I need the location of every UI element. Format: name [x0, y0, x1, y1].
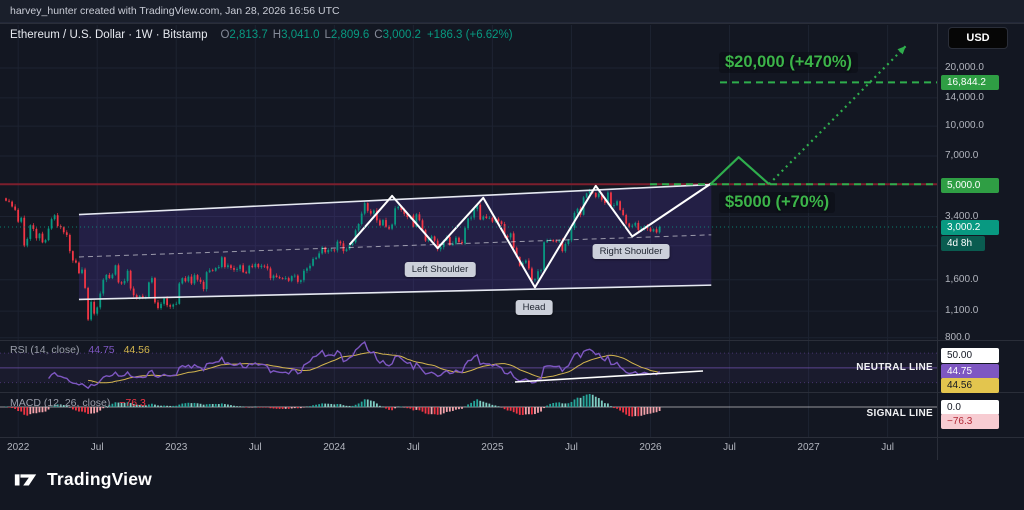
- open-label: O: [220, 29, 230, 41]
- low-label: L: [324, 29, 331, 41]
- tradingview-logo[interactable]: TradingView: [13, 466, 152, 492]
- currency-button[interactable]: USD: [948, 27, 1008, 49]
- rsi-value: 44.75: [88, 344, 115, 356]
- attribution-text: harvey_hunter created with TradingView.c…: [10, 5, 340, 17]
- time-axis-label: Jul: [90, 442, 104, 453]
- high-value: 3,041.0: [281, 29, 320, 41]
- price-axis-label: 14,000.0: [945, 91, 984, 103]
- price-badge-countdown: 4d 8h: [941, 236, 985, 251]
- price-badge-target-high: 16,844.2: [941, 75, 999, 90]
- macd-value: −76.3: [119, 397, 146, 409]
- time-axis-label: 2027: [797, 442, 820, 453]
- rsi-badge-ma: 44.56: [941, 378, 999, 393]
- price-axis-label: 1,100.0: [945, 305, 979, 317]
- price-axis-label: 10,000.0: [945, 120, 984, 132]
- close-label: C: [374, 29, 383, 41]
- time-axis-label: 2026: [639, 442, 662, 453]
- price-axis-label: 1,600.0: [945, 273, 979, 285]
- time-axis-label: Jul: [565, 442, 578, 453]
- time-axis-label: 2025: [481, 442, 504, 453]
- close-value: 3,000.2: [382, 29, 421, 41]
- price-axis-label: 7,000.0: [945, 149, 979, 161]
- target-20k-annotation[interactable]: $20,000 (+470%): [719, 52, 859, 73]
- time-axis-label: Jul: [248, 442, 262, 453]
- tradingview-logo-text: TradingView: [47, 468, 152, 489]
- time-axis-label: Jul: [406, 442, 420, 453]
- price-axis-label: 800.0: [945, 331, 971, 343]
- neutral-line-label[interactable]: NEUTRAL LINE: [856, 362, 933, 373]
- price-badge-target-low: 5,000.0: [941, 178, 999, 193]
- change-value: +186.3 (+6.62%): [426, 29, 513, 41]
- low-value: 2,809.6: [330, 29, 370, 41]
- price-axis-label: 20,000.0: [945, 62, 984, 73]
- time-axis-label: Jul: [881, 442, 894, 453]
- price-badge-last: 3,000.2: [941, 220, 999, 235]
- macd-badge-zero: 0.0: [941, 400, 999, 415]
- price-axis-label: 3,400.0: [945, 210, 979, 222]
- macd-legend: MACD (12, 26, close) −76.3: [10, 397, 146, 409]
- target-5k-annotation[interactable]: $5000 (+70%): [719, 192, 836, 213]
- tradingview-logo-icon: [14, 474, 37, 486]
- rsi-name: RSI (14, close): [10, 344, 80, 356]
- rsi-badge-neutral: 50.00: [941, 348, 999, 363]
- open-value: 2,813.7: [229, 29, 268, 41]
- left-shoulder-label[interactable]: Left Shoulder: [404, 262, 476, 277]
- head-label[interactable]: Head: [515, 300, 553, 315]
- symbol-legend: Ethereum / U.S. Dollar · 1W · Bitstamp O2…: [10, 29, 513, 41]
- rsi-ma-value: 44.56: [123, 344, 150, 356]
- symbol-title[interactable]: Ethereum / U.S. Dollar · 1W · Bitstamp: [10, 29, 208, 41]
- macd-name: MACD (12, 26, close): [10, 397, 111, 409]
- signal-line-label[interactable]: SIGNAL LINE: [866, 408, 933, 419]
- time-axis-label: Jul: [723, 442, 736, 453]
- high-label: H: [272, 29, 282, 41]
- time-axis-label: 2022: [7, 442, 30, 453]
- right-shoulder-label[interactable]: Right Shoulder: [592, 244, 670, 259]
- time-axis-label: 2023: [165, 442, 188, 453]
- attribution-bar: harvey_hunter created with TradingView.c…: [0, 0, 1024, 23]
- time-axis-label: 2024: [323, 442, 346, 453]
- macd-badge-hist: −76.3: [941, 414, 999, 429]
- rsi-legend: RSI (14, close) 44.75 44.56: [10, 344, 150, 356]
- rsi-badge-value: 44.75: [941, 364, 999, 379]
